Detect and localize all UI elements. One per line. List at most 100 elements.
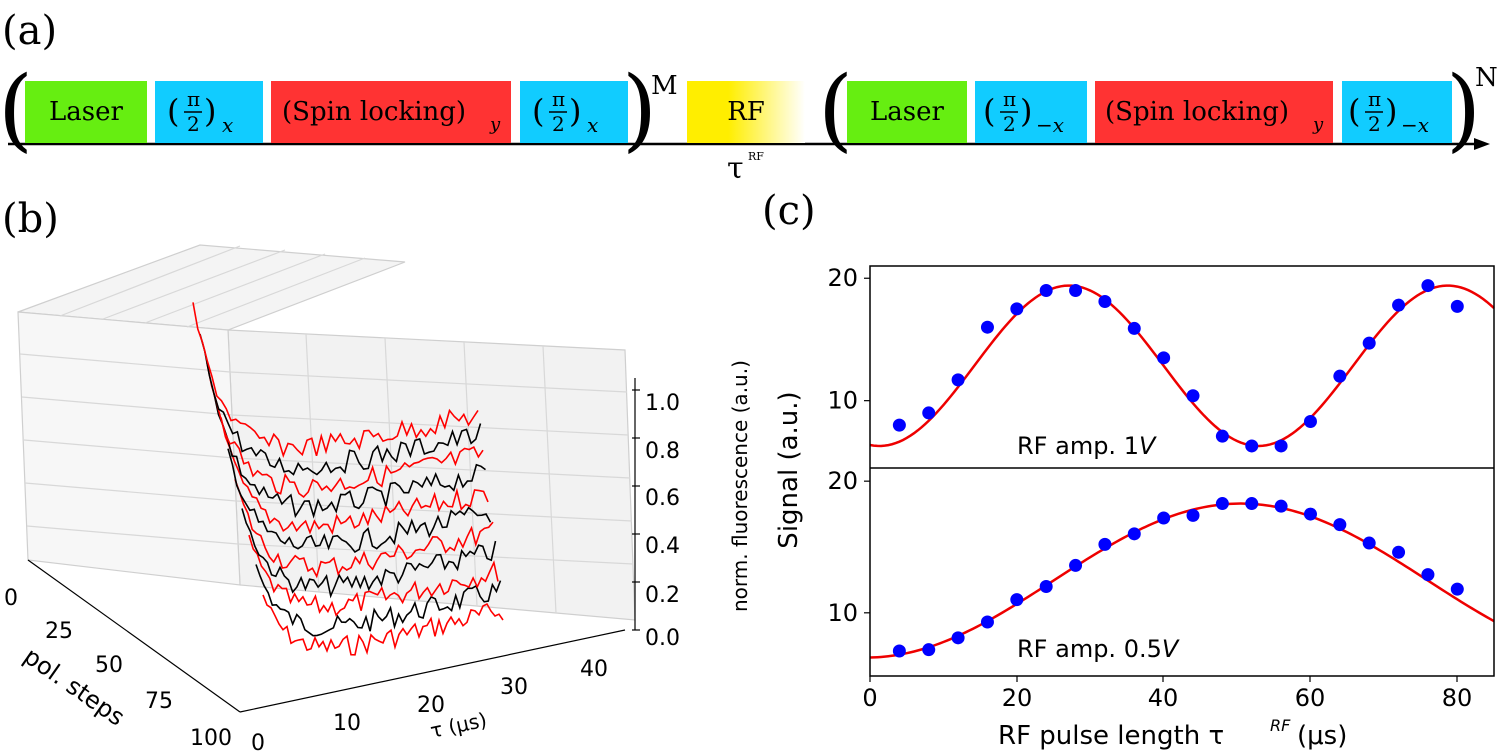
z-tick-2: 0.4 [645,534,680,559]
rf-amp-1v-fit-line [869,284,1495,448]
spin-locking-block-2 [1095,81,1333,143]
rf-amp-0-5v-point-5 [1039,579,1053,593]
trace-9 [255,564,502,637]
svg-text:2: 2 [1368,112,1381,136]
panel-c-label: (c) [762,188,816,234]
x-axis-label-text: RF pulse length τ [998,721,1224,751]
rf-amp-0-5v-point-1 [922,643,936,657]
svg-text:): ) [1385,92,1397,130]
rf-amp-1v-point-13 [1274,439,1288,453]
spin-locking-block-1-label: (Spin locking) [282,97,466,127]
rf-amp-0-5v-point-3 [980,615,994,629]
rf-amp-1v-point-1 [922,406,936,420]
panel-b-label: (b) [2,196,59,242]
tau-tick-0: 0 [251,731,265,755]
rf-amp-1v-point-3 [980,320,994,334]
x-axis-label-unit: (μs) [1297,721,1347,751]
pol-tick-50: 50 [95,653,123,678]
rf-amp-1v-annotation: RF amp. 1V [1017,432,1157,460]
z-tick-4: 0.8 [645,439,680,464]
rf-amp-1v-point-11 [1215,429,1229,443]
rf-amp-0-5v-point-10 [1186,508,1200,522]
tau-tick-10: 10 [333,711,361,736]
rf-amp-0-5v-point-4 [1010,593,1024,607]
trace-1 [199,333,482,476]
pol-tick-0: 0 [4,586,18,611]
trace-0 [192,302,479,459]
rf-amp-0-5v-point-0 [892,644,906,658]
trace-7 [241,508,497,599]
rf-amp-0-5v-annotation: RF amp. 0.5V [1017,635,1180,663]
rf-amp-1v-point-15 [1333,369,1347,383]
rf-amp-0-5v-point-6 [1069,558,1083,572]
plot-frame [869,265,1495,677]
fluorescence-label: norm. fluorescence (a.u.) [728,360,752,612]
panel-b: (b) [2,196,752,755]
svg-text:2: 2 [187,112,200,136]
rf-amp-1v-ytick-label-10: 10 [827,387,858,415]
pi2-x-block-2-label: ( π 2 ) x [532,87,598,137]
spin-locking-block-1 [271,81,511,143]
pi2-minus-x-block-2 [1342,81,1452,143]
rf-amp-0-5v-point-9 [1157,511,1171,525]
spin-locking-2-subscript: y [1312,114,1324,135]
rf-amp-1v-point-19 [1450,299,1464,313]
trace-3 [213,393,486,519]
pi2-x-block-2 [520,81,628,143]
x-tick-60: 60 [1295,684,1326,712]
rf-amp-0-5v-point-7 [1098,537,1112,551]
rf-amp-1v-point-0 [892,418,906,432]
svg-text:(: ( [532,92,544,130]
z-tick-marks [632,389,640,631]
pol-tick-25: 25 [45,619,73,644]
x-tick-40: 40 [1148,684,1179,712]
rf-amp-1v-point-10 [1186,389,1200,403]
trace-4 [220,417,489,535]
pi2-minus-x-block-1-label: ( π 2 ) −x [983,87,1064,137]
svg-text:π: π [1003,87,1016,111]
rf-amp-0-5v-point-17 [1392,545,1406,559]
plot-rf-amp-0-5v: 10 20 RF amp. 0.5V [827,467,1495,663]
rf-amp-1v-point-8 [1127,321,1141,335]
rf-amp-1v-ytick-label-20: 20 [827,264,858,292]
svg-text:π: π [552,87,565,111]
spin-locking-1-subscript: y [489,114,501,135]
rf-amp-0-5v-point-15 [1333,518,1347,532]
time-axis-arrow-icon [1474,138,1490,150]
svg-text:2: 2 [1003,112,1016,136]
rf-amp-0-5v-ytick-label-10: 10 [827,599,858,627]
rf-amp-1v-point-7 [1098,295,1112,309]
rf-amp-0-5v-point-12 [1245,497,1259,511]
repeat-exponent-n: N [1475,63,1498,93]
trace-8 [248,534,499,617]
pi2-block-2-subscript: x [587,113,598,137]
rf-amp-0-5v-point-14 [1303,507,1317,521]
pi2-x-block-1 [155,81,263,143]
rf-amp-0-5v-point-16 [1362,536,1376,550]
laser-block-1-label: Laser [49,97,123,127]
rf-amp-1v-point-14 [1303,414,1317,428]
laser-block-1 [25,81,147,143]
pi2-x-block-1-label: ( π 2 ) x [167,87,233,137]
z-tick-1: 0.2 [645,583,680,608]
svg-text:π: π [1368,87,1381,111]
rf-amp-0-5v-point-18 [1421,568,1435,582]
rf-amp-1v-point-4 [1010,302,1024,316]
tau-tick-20: 20 [417,693,445,718]
rf-amp-1v-point-18 [1421,279,1435,293]
rf-amp-1v-point-9 [1157,351,1171,365]
svg-text:π: π [187,87,200,111]
rf-amp-0-5v-point-13 [1274,499,1288,513]
panel-a-label: (a) [2,8,57,54]
svg-text:): ) [1020,92,1032,130]
trace-2 [206,362,484,498]
rf-time-label: τ [727,151,744,186]
rf-amp-1v-point-12 [1245,439,1259,453]
pi2-minus-x-block-2-label: ( π 2 ) −x [1348,87,1429,137]
pol-steps-axis [27,559,241,713]
pol-tick-75: 75 [145,689,173,714]
spin-locking-block-2-label: (Spin locking) [1105,97,1289,127]
z-tick-5: 1.0 [645,391,680,416]
rf-amp-1v-point-6 [1069,283,1083,297]
rf-amp-0-5v-point-8 [1127,527,1141,541]
